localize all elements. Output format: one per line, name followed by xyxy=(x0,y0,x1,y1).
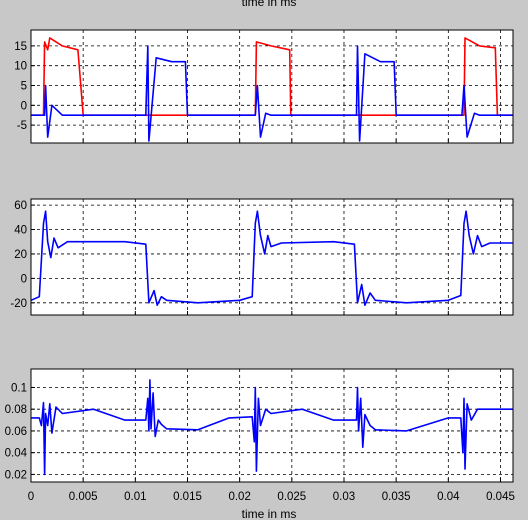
y-tick-label: 0 xyxy=(21,273,27,285)
y-tick-label: -5 xyxy=(17,120,27,132)
series-line-2 xyxy=(31,45,513,142)
y-tick-label: 0.04 xyxy=(5,448,28,460)
plot-frame xyxy=(30,368,514,483)
x-tick-label: 0.04 xyxy=(437,491,460,503)
plot-background xyxy=(31,199,513,315)
x-tick-label: 0 xyxy=(28,491,34,503)
y-tick-label: 10 xyxy=(14,61,27,73)
y-tick-label: 60 xyxy=(14,200,27,212)
chart-2: -20 0 20 40 60 xyxy=(10,198,514,316)
y-tick-label: 20 xyxy=(14,249,27,261)
top-xlabel-fragment: time in ms xyxy=(242,0,297,9)
x-tick-label: 0.025 xyxy=(277,491,306,503)
series-line-1 xyxy=(31,379,513,476)
y-tick-label: 5 xyxy=(21,81,27,93)
x-tick-label: 0.045 xyxy=(486,491,515,503)
x-tick-label: 0.005 xyxy=(69,491,98,503)
plot-frame xyxy=(30,29,514,144)
chart-1: -5 0 5 10 15 xyxy=(14,29,514,144)
x-tick-label: 0.03 xyxy=(333,491,355,503)
y-tick-label: -20 xyxy=(10,298,27,310)
y-tick-label: 0 xyxy=(21,100,27,112)
plot-frame xyxy=(30,198,514,316)
plot-background xyxy=(31,30,513,143)
bottom-xlabel: time in ms xyxy=(242,507,297,520)
x-tick-label: 0.015 xyxy=(173,491,202,503)
y-tick-label: 15 xyxy=(14,41,27,53)
y-tick-label: 0.08 xyxy=(5,404,27,416)
x-tick-label: 0.035 xyxy=(382,491,411,503)
y-tick-label: 0.02 xyxy=(5,469,27,481)
y-tick-label: 0.06 xyxy=(5,426,27,438)
series-line-1 xyxy=(31,37,513,116)
chart-3: 0.02 0.04 0.06 0.08 0.1 0 0.005 0.01 0.015 0.02 0.… xyxy=(5,368,515,503)
x-tick-label: 0.02 xyxy=(228,491,250,503)
y-tick-label: 40 xyxy=(14,225,27,237)
series-line-1 xyxy=(30,210,513,306)
plot-background xyxy=(31,369,513,482)
x-tick-label: 0.01 xyxy=(124,491,146,503)
y-tick-label: 0.1 xyxy=(11,382,27,394)
